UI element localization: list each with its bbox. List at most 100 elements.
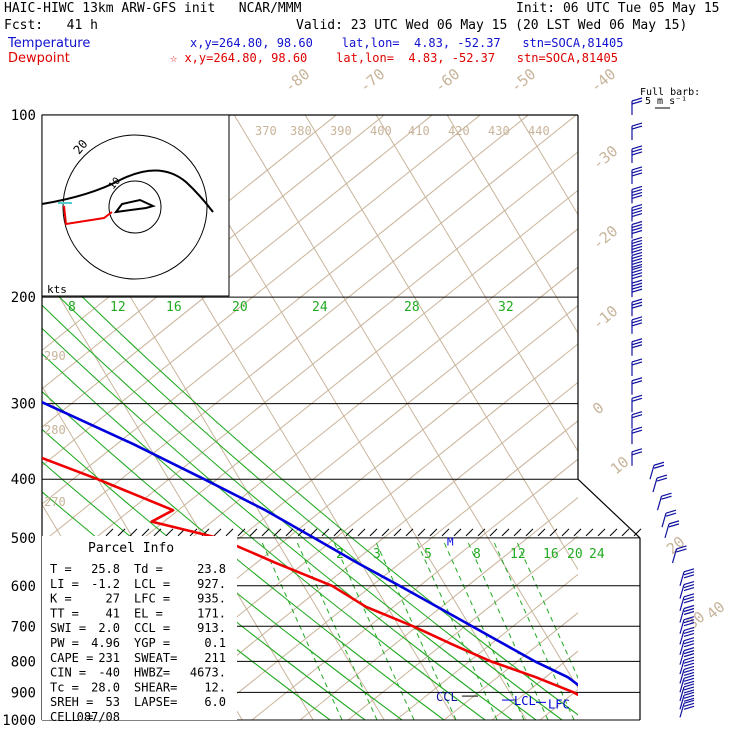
isotherm-label: -50 xyxy=(507,65,539,96)
wind-barb-staff xyxy=(679,660,685,675)
wind-barb xyxy=(631,358,643,376)
dry-adiabat-line xyxy=(251,458,578,720)
isotherm-label: -40 xyxy=(587,65,619,96)
pressure-label: 500 xyxy=(11,531,36,547)
wind-barb-flag xyxy=(631,448,643,453)
mixing-ratio-label: 24 xyxy=(312,300,328,315)
wind-barb-flag xyxy=(683,671,695,676)
barb-legend-title: Full barb: xyxy=(640,87,700,98)
hash-mark xyxy=(105,528,114,537)
wind-barb-staff xyxy=(661,512,667,528)
wind-barb-flag xyxy=(653,464,665,469)
temperature-legend: Temperature xyxy=(8,36,91,51)
hash-mark xyxy=(273,528,282,537)
wind-barb xyxy=(679,683,695,702)
wind-barb xyxy=(679,637,695,655)
m-label: M xyxy=(447,536,454,549)
wind-barb xyxy=(679,699,695,718)
parcel-info-value: -1.2 xyxy=(91,577,120,591)
parcel-info-box xyxy=(42,536,237,720)
parcel-info-key: LCL = xyxy=(134,577,170,591)
mixing-ratio-line xyxy=(260,539,343,720)
parcel-info-value: 231 xyxy=(98,651,120,665)
wind-barb-flag xyxy=(631,429,643,434)
hash-mark xyxy=(513,528,522,537)
ccl-label: CCL xyxy=(436,690,458,704)
wind-barb-flag xyxy=(683,680,695,685)
parcel-info-value: 087/08 xyxy=(77,710,120,724)
wind-barb-flag xyxy=(631,254,643,260)
dry-adiabat-line xyxy=(299,496,578,720)
wind-barb-flag xyxy=(631,212,643,218)
hash-mark xyxy=(489,528,498,537)
wind-barb-flag xyxy=(631,194,643,199)
theta-label: 380 xyxy=(290,124,312,138)
wind-barb-flag xyxy=(683,587,695,592)
wind-barb-flag xyxy=(683,574,695,579)
parcel-info-value: 23.8 xyxy=(197,562,226,576)
hash-mark xyxy=(369,528,378,537)
wind-barb-staff xyxy=(671,548,678,564)
wind-barb xyxy=(631,426,643,445)
wind-barb-flag xyxy=(631,344,643,349)
hash-mark xyxy=(561,528,570,537)
isotherm-line xyxy=(233,115,578,689)
pressure-label: 400 xyxy=(11,472,36,488)
wind-barb-flag xyxy=(631,397,643,402)
wind-barb-flag xyxy=(631,269,643,274)
wind-barb-flag xyxy=(665,512,677,517)
isotherm-line xyxy=(375,115,578,453)
parcel-info-value: 25.8 xyxy=(91,562,120,576)
isotherm-label: -30 xyxy=(589,142,621,173)
wind-barb-flag xyxy=(631,220,643,226)
wind-barb xyxy=(631,411,643,429)
hash-mark xyxy=(597,528,606,537)
isotherm-line xyxy=(42,267,314,720)
wind-barb-flag xyxy=(631,203,643,209)
isotherm-label: -10 xyxy=(589,302,621,333)
wind-barb-flag xyxy=(631,298,643,303)
wind-barb-staff xyxy=(679,686,685,702)
dry-adiabat-line xyxy=(42,115,482,467)
hash-mark xyxy=(405,528,414,537)
wind-barb xyxy=(679,674,695,693)
wind-barb-staff xyxy=(679,596,685,611)
wind-barb-flag xyxy=(683,656,695,661)
wind-barb-flag xyxy=(683,686,695,691)
wind-barb-flag xyxy=(631,209,643,215)
wind-barb xyxy=(649,461,665,480)
wind-barb-flag xyxy=(683,647,695,652)
barb-legend-units: 5 m s⁻¹ xyxy=(645,96,687,107)
hash-mark xyxy=(441,528,450,537)
isotherm-label: -70 xyxy=(356,65,388,96)
wind-barb-flag xyxy=(683,619,695,624)
parcel-info-key: YGP = xyxy=(134,636,170,650)
lcl-label: LCL xyxy=(514,694,536,708)
parcel-info-key: T = xyxy=(50,562,72,576)
wind-barb-staff xyxy=(664,523,670,539)
wind-barb-flag xyxy=(631,377,643,382)
mixing-ratio-line xyxy=(515,539,578,679)
parcel-info-key: CELL = xyxy=(50,710,93,724)
parcel-info-value: 12. xyxy=(204,680,226,694)
wind-barb-flag xyxy=(665,509,677,514)
wind-barb xyxy=(631,145,643,163)
isotherm-label: 40 xyxy=(703,598,728,623)
parcel-info-value: 6.0 xyxy=(204,695,226,709)
wind-barb-flag xyxy=(631,185,643,190)
isotherm-label: -80 xyxy=(281,65,313,96)
wind-barb-flag xyxy=(631,285,643,290)
wind-barb xyxy=(679,647,695,665)
moist-adiabat-line xyxy=(42,279,563,720)
wind-barb-flag xyxy=(683,691,695,696)
forecast-hour: Fcst: 41 h xyxy=(4,18,98,33)
isotherm-label: 0 xyxy=(589,398,607,418)
wind-barb-flag xyxy=(683,629,695,634)
theta-label: 290 xyxy=(44,349,66,363)
wind-barb xyxy=(656,492,672,511)
theta-label: 430 xyxy=(488,124,510,138)
mixing-ratio-line xyxy=(415,539,498,720)
wind-barb-flag xyxy=(661,495,672,500)
moist-adiabat-line xyxy=(42,428,403,720)
wind-barb-staff xyxy=(652,477,658,493)
